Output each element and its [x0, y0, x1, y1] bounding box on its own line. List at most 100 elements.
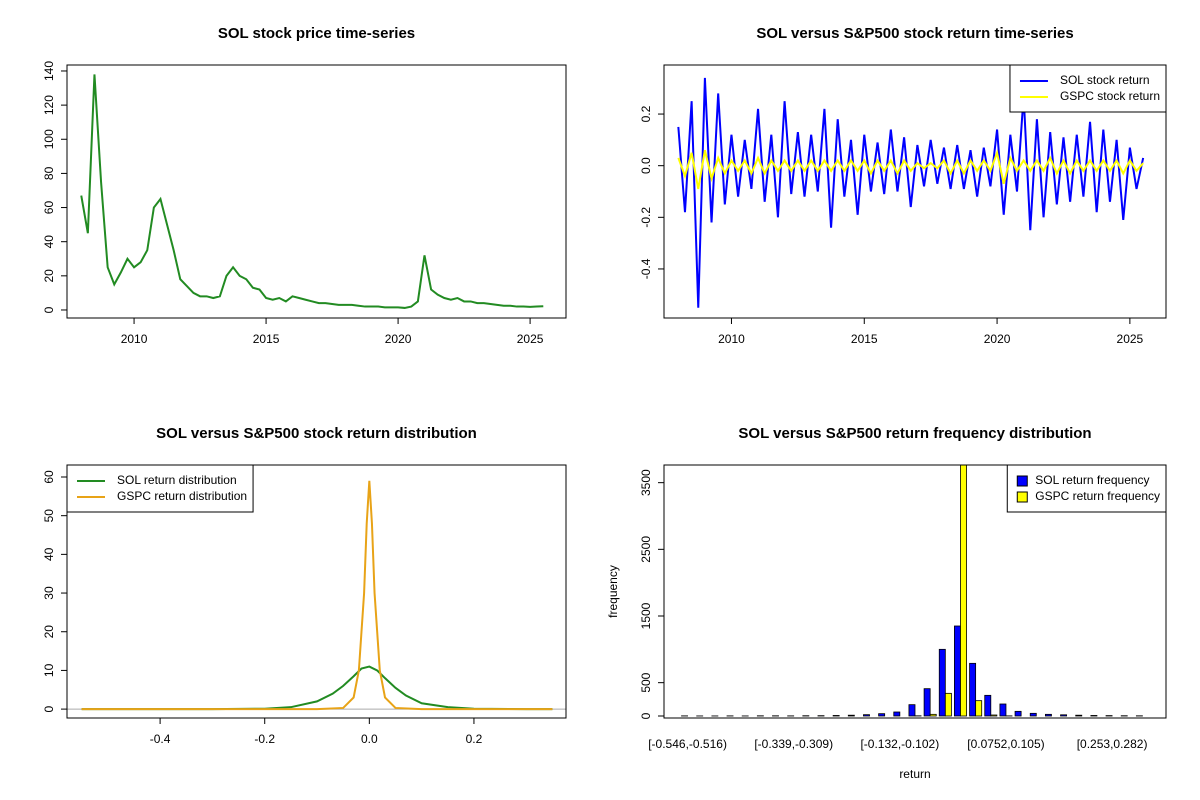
bar	[1090, 715, 1098, 717]
x-tick-label: [-0.339,-0.309)	[754, 737, 833, 751]
x-axis-title: return	[899, 767, 930, 781]
legend-label: GSPC return frequency	[1035, 489, 1160, 503]
x-tick-label: 2020	[385, 332, 412, 346]
x-tick-label: -0.4	[150, 732, 171, 746]
y-tick-label: 40	[42, 235, 56, 249]
line-series	[677, 149, 1144, 190]
bar	[929, 713, 937, 717]
y-tick-label: -0.2	[639, 207, 653, 228]
y-tick-label: 0.2	[639, 105, 653, 122]
y-tick-label: 60	[42, 470, 56, 484]
y-tick-label: 500	[639, 672, 653, 692]
x-tick-label: [-0.546,-0.516)	[648, 737, 727, 751]
legend: SOL stock return GSPC stock return	[1009, 64, 1167, 113]
plot-frame	[663, 64, 1167, 319]
y-tick-label: 30	[42, 586, 56, 600]
bar	[847, 714, 855, 717]
legend-box	[66, 464, 254, 513]
plot-frame	[66, 464, 567, 719]
x-tick-label: 2025	[1117, 332, 1144, 346]
x-tick-label: 2010	[718, 332, 745, 346]
line-series	[81, 665, 553, 711]
bar	[1075, 714, 1083, 717]
bar	[975, 700, 983, 717]
legend-box	[1009, 64, 1167, 113]
x-tick-label: 0.0	[361, 732, 378, 746]
y-tick-label: 20	[42, 269, 56, 283]
chart-title: SOL versus S&P500 return frequency distr…	[738, 425, 1091, 442]
bar	[938, 648, 946, 717]
x-tick-label: 2015	[851, 332, 878, 346]
bar	[999, 703, 1007, 717]
y-tick-label: 0	[42, 705, 56, 712]
plot-area	[80, 74, 544, 309]
y-tick-label: 1500	[639, 602, 653, 629]
x-tick-label: 2025	[517, 332, 544, 346]
legend-label: GSPC stock return	[1060, 89, 1160, 103]
legend: SOL return distribution GSPC return distr…	[66, 464, 254, 513]
x-tick-label: [0.0752,0.105)	[967, 737, 1044, 751]
legend-label: SOL return frequency	[1035, 473, 1149, 487]
x-tick-label: 2015	[253, 332, 280, 346]
x-tick-label: 0.2	[466, 732, 483, 746]
panel: SOL versus S&P500 stock return distribut…	[42, 425, 567, 746]
x-tick-label: 2010	[121, 332, 148, 346]
y-tick-label: 50	[42, 509, 56, 523]
plot-frame	[66, 64, 567, 319]
y-tick-label: 60	[42, 201, 56, 215]
line-series	[677, 77, 1145, 308]
legend-label: SOL return distribution	[117, 473, 237, 487]
bar	[908, 704, 916, 717]
y-tick-label: -0.4	[639, 258, 653, 279]
panel: SOL stock price time-series 0 20 40 60 80 100 1…	[42, 25, 567, 346]
chart-title: SOL versus S&P500 stock return time-seri…	[756, 25, 1073, 42]
legend-swatch	[1016, 475, 1028, 487]
legend-swatch	[1016, 491, 1028, 503]
y-tick-label: 80	[42, 166, 56, 180]
plot-area	[67, 480, 566, 711]
y-tick-label: 100	[42, 129, 56, 149]
y-tick-label: 140	[42, 61, 56, 81]
bar	[954, 625, 961, 717]
plot-area	[677, 77, 1145, 308]
bar	[1060, 714, 1068, 717]
legend-box	[1006, 464, 1167, 513]
bar	[923, 688, 931, 717]
y-tick-label: 2500	[639, 536, 653, 563]
legend-label: SOL stock return	[1060, 73, 1150, 87]
bar	[1029, 712, 1037, 717]
bar	[960, 465, 967, 717]
x-tick-label: 2020	[984, 332, 1011, 346]
y-axis-title: frequency	[606, 565, 620, 618]
bar	[969, 662, 977, 717]
y-tick-label: 0	[42, 306, 56, 313]
y-tick-label: 40	[42, 547, 56, 561]
line-series	[80, 74, 544, 309]
y-tick-label: 10	[42, 663, 56, 677]
chart-title: SOL versus S&P500 stock return distribut…	[156, 425, 477, 442]
legend: SOL return frequency GSPC return frequenc…	[1006, 464, 1167, 513]
bar	[984, 694, 992, 717]
bar	[990, 714, 998, 717]
plot-frame	[663, 464, 1167, 719]
legend-label: GSPC return distribution	[117, 489, 247, 503]
y-tick-label: 0	[639, 712, 653, 719]
x-tick-label: [-0.132,-0.102)	[860, 737, 939, 751]
y-tick-label: 120	[42, 95, 56, 115]
x-tick-label: -0.2	[254, 732, 275, 746]
chart-title: SOL stock price time-series	[218, 25, 415, 42]
y-tick-label: 20	[42, 625, 56, 639]
panel: SOL versus S&P500 return frequency distr…	[606, 425, 1167, 781]
bar	[893, 711, 901, 717]
bar	[944, 692, 952, 717]
bar	[1014, 710, 1022, 717]
x-tick-label: [0.253,0.282)	[1077, 737, 1148, 751]
plot-area	[681, 465, 1143, 717]
bar	[863, 714, 870, 717]
panel: SOL versus S&P500 stock return time-seri…	[639, 25, 1167, 346]
y-tick-label: 3500	[639, 469, 653, 496]
bar	[832, 715, 840, 717]
bar	[878, 713, 886, 717]
